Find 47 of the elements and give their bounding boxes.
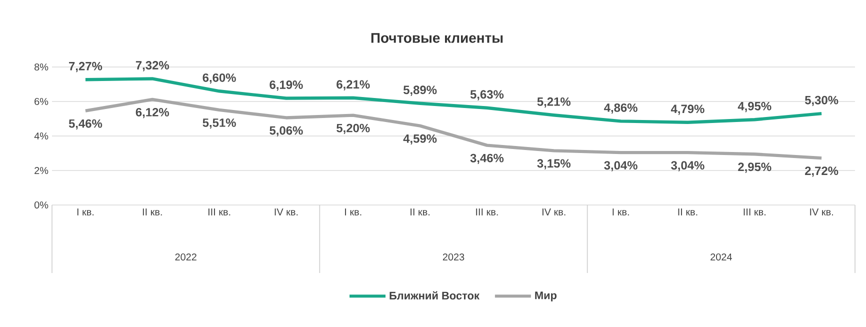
- x-tick-label: IV кв.: [810, 208, 833, 216]
- data-label: 5,21%: [537, 97, 571, 108]
- data-label: 2,95%: [738, 162, 772, 173]
- x-tick-label: IV кв.: [274, 208, 298, 216]
- data-label: 4,95%: [738, 102, 772, 112]
- data-label: 6,19%: [270, 80, 303, 91]
- x-tick-label: II кв.: [142, 208, 162, 216]
- data-label: 6,12%: [136, 108, 170, 118]
- data-label: 5,06%: [270, 126, 303, 136]
- data-label: 4,86%: [604, 103, 638, 114]
- data-label: 3,15%: [537, 159, 571, 170]
- data-label: 7,27%: [69, 62, 102, 72]
- x-tick-label: III кв.: [744, 208, 766, 216]
- y-tick-label: 8%: [34, 63, 48, 71]
- data-label: 5,89%: [403, 86, 437, 96]
- x-tick-label: I кв.: [345, 208, 362, 216]
- x-tick-label: IV кв.: [542, 208, 566, 216]
- data-label: 6,21%: [336, 80, 370, 90]
- text: 2023: [442, 253, 464, 261]
- data-label: 3,04%: [604, 161, 638, 172]
- data-label: 5,46%: [68, 119, 102, 130]
- data-label: 3,04%: [671, 161, 704, 172]
- x-tick-label: II кв.: [410, 208, 430, 216]
- data-label: 4,79%: [670, 104, 704, 115]
- legend-label: Мир: [535, 292, 557, 302]
- x-tick-label: II кв.: [678, 208, 698, 216]
- x-tick-label: III кв.: [208, 208, 230, 216]
- data-label: 6,60%: [202, 73, 236, 84]
- data-label: 5,30%: [804, 96, 838, 106]
- data-label: 3,46%: [470, 154, 504, 164]
- chart-title: Почтовые клиенты: [371, 33, 503, 43]
- data-label: 4,59%: [403, 134, 437, 145]
- x-tick-label: III кв.: [476, 208, 498, 216]
- y-tick-label: 4%: [34, 132, 48, 140]
- data-label: 2,72%: [805, 166, 838, 177]
- y-tick-label: 6%: [34, 98, 48, 106]
- text: 2022: [175, 253, 196, 261]
- y-tick-label: 2%: [34, 166, 48, 174]
- x-tick-label: I кв.: [612, 208, 629, 216]
- legend-label: Ближний Восток: [390, 291, 480, 300]
- x-tick-label: I кв.: [77, 208, 94, 216]
- data-label: 7,32%: [136, 61, 170, 72]
- y-tick-label: 0%: [34, 201, 48, 209]
- data-label: 5,20%: [336, 124, 370, 134]
- text: 2024: [710, 253, 732, 261]
- data-label: 5,51%: [202, 118, 236, 129]
- data-label: 5,63%: [470, 90, 504, 100]
